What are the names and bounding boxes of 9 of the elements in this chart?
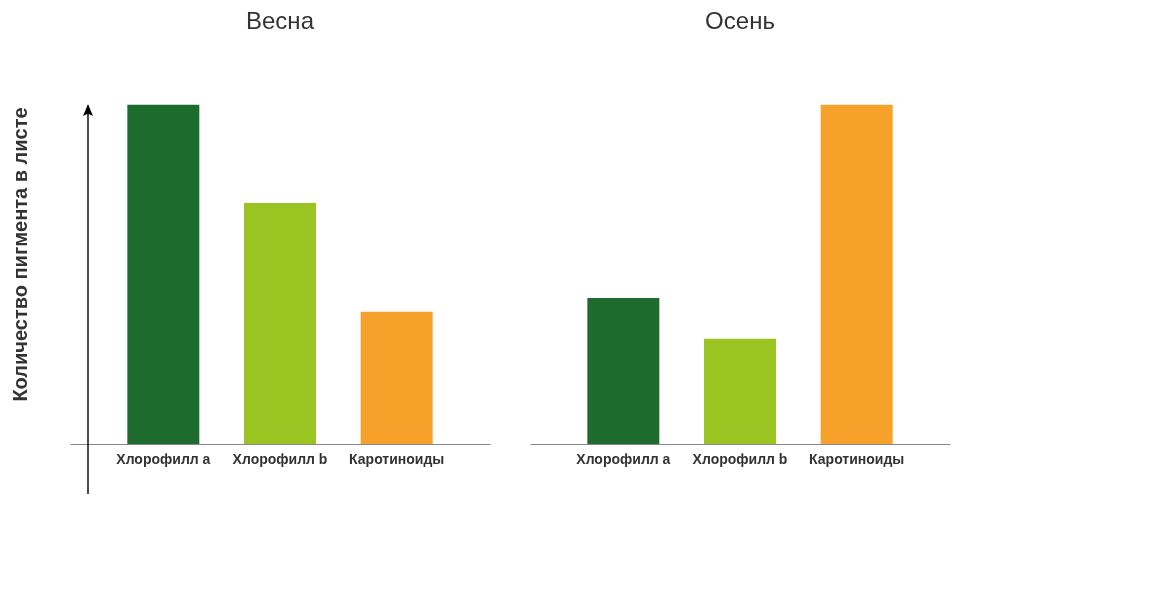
x-tick-label: Хлорофилл a [116,450,211,467]
chart-title: Весна [246,7,315,34]
x-tick-label: Каротиноиды [349,450,445,467]
y-axis-title: Количество пигмента в листе [8,107,31,402]
chart-title: Осень [705,7,775,34]
x-tick-label: Хлорофилл b [692,450,788,467]
x-tick-label: Хлорофилл a [576,450,671,467]
x-tick-label: Хлорофилл b [232,450,328,467]
x-tick-label: Каротиноиды [809,450,905,467]
